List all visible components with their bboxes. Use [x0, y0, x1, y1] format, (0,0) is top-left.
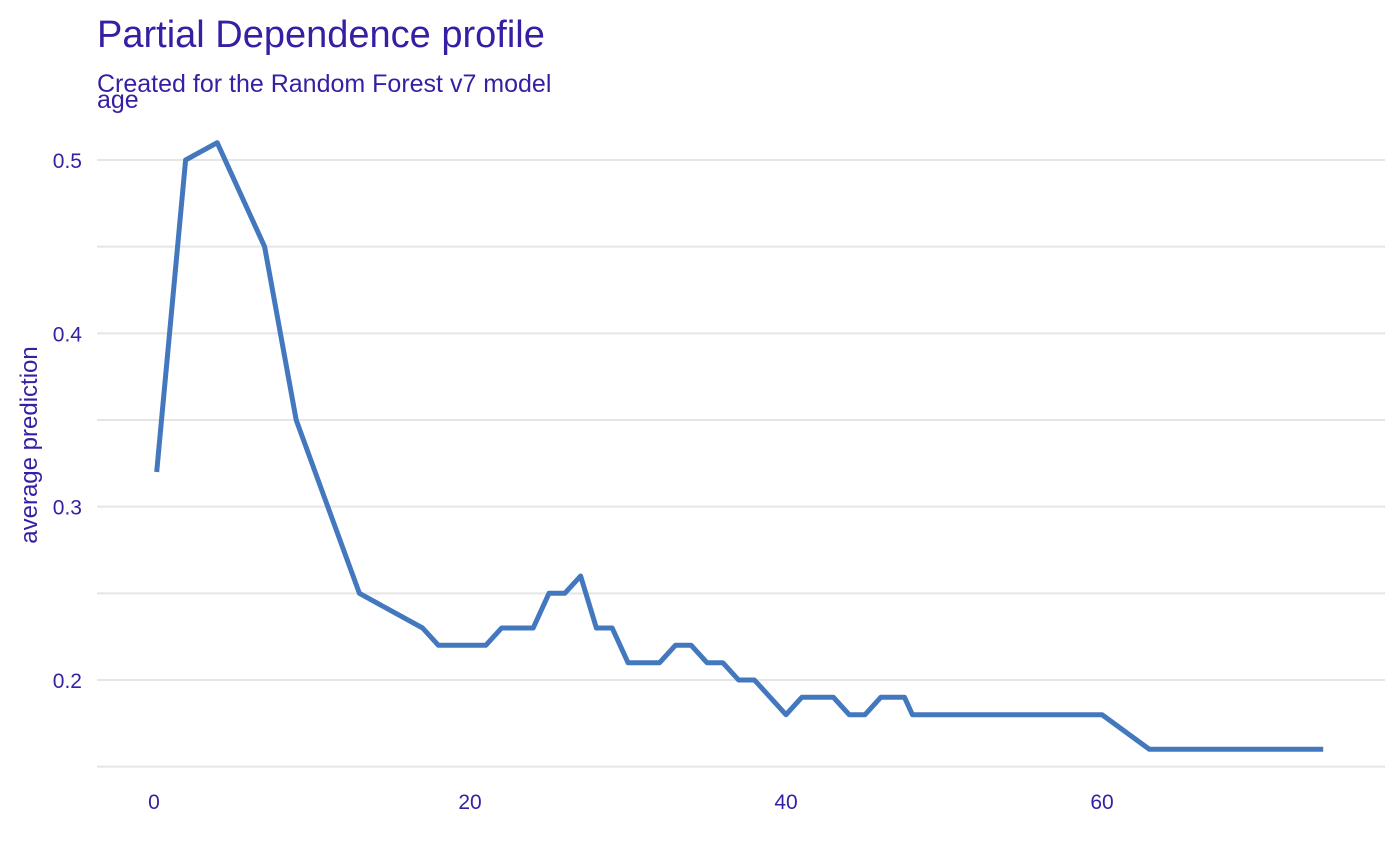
- y-tick-labels: 0.2 0.3 0.4 0.5: [53, 150, 83, 693]
- y-gridlines: [97, 159, 1385, 768]
- x-tick-label-60: 60: [1090, 791, 1113, 814]
- series-group: [154, 140, 1324, 752]
- x-tick-label-20: 20: [458, 791, 481, 814]
- y-tick-label-0-2: 0.2: [53, 670, 82, 693]
- y-tick-label-0-5: 0.5: [53, 150, 82, 173]
- y-axis-title: average prediction: [16, 346, 43, 543]
- y-tick-label-0-4: 0.4: [53, 323, 83, 346]
- x-tick-labels: 0 20 40 60: [148, 791, 1114, 814]
- x-tick-label-0: 0: [148, 791, 160, 814]
- series-line-0: [154, 140, 1324, 752]
- chart-subtitle: Created for the Random Forest v7 model: [97, 70, 552, 98]
- x-tick-label-40: 40: [774, 791, 797, 814]
- y-tick-label-0-3: 0.3: [53, 497, 82, 520]
- chart-title: Partial Dependence profile: [97, 14, 545, 56]
- facet-label: age: [97, 86, 139, 114]
